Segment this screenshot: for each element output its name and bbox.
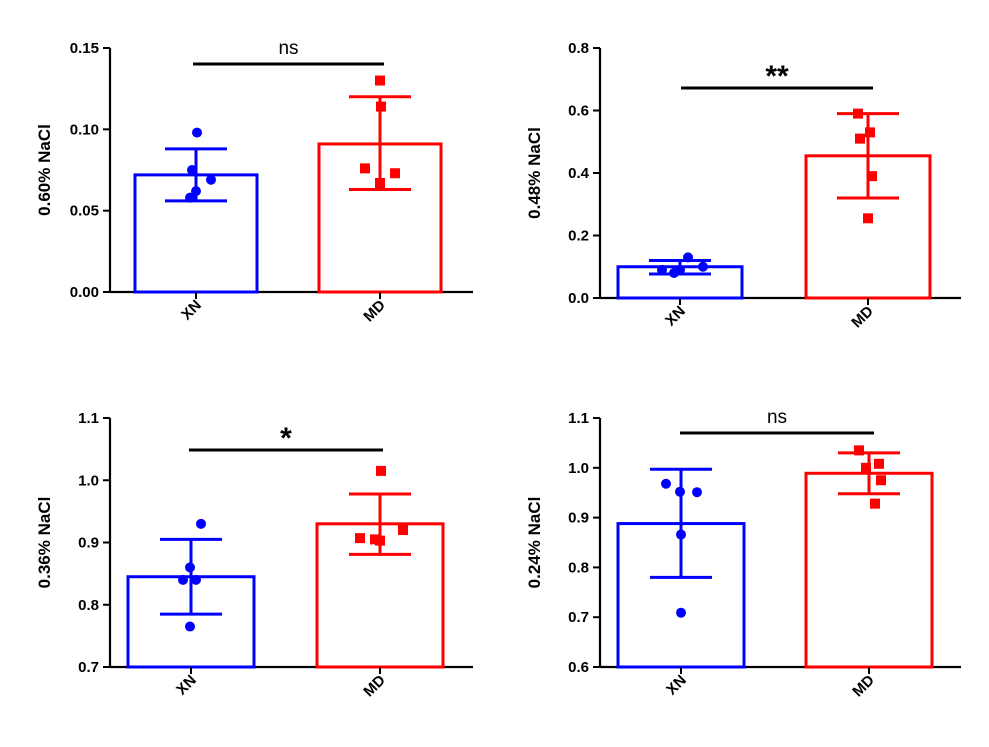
y-tick-label: 0.10 bbox=[70, 121, 99, 138]
data-point-MD bbox=[867, 171, 877, 182]
data-point-MD bbox=[390, 168, 400, 179]
significance-label: ** bbox=[765, 60, 789, 93]
data-point-XN bbox=[178, 574, 188, 585]
data-point-XN bbox=[187, 165, 197, 175]
data-point-XN bbox=[185, 562, 195, 573]
data-point-MD bbox=[398, 525, 408, 536]
data-point-MD bbox=[863, 213, 873, 224]
x-tick-label-MD: MD bbox=[848, 303, 877, 332]
data-point-MD bbox=[853, 108, 863, 119]
x-tick-label-MD: MD bbox=[360, 297, 389, 326]
y-tick-label: 0.4 bbox=[568, 165, 590, 182]
chart-panel-3: 0.7 0.8 0.9 1.0 1.1 0.36% NaCl XN MD * bbox=[35, 410, 473, 700]
y-axis-label: 0.24% NaCl bbox=[525, 497, 544, 589]
data-point-MD bbox=[876, 475, 886, 486]
y-tick-label: 0.9 bbox=[78, 535, 99, 552]
significance-label: ns bbox=[278, 38, 298, 59]
data-point-XN bbox=[185, 621, 195, 632]
data-point-XN bbox=[675, 486, 685, 497]
y-tick-label: 0.6 bbox=[568, 659, 589, 676]
y-tick-label: 0.8 bbox=[568, 559, 589, 576]
data-point-MD bbox=[865, 127, 875, 138]
y-tick-label: 0.9 bbox=[568, 510, 589, 527]
significance-label: ns bbox=[767, 407, 787, 428]
x-tick-label-XN: XN bbox=[178, 297, 205, 324]
x-tick-label-XN: XN bbox=[663, 672, 690, 699]
bar-MD bbox=[804, 471, 934, 669]
chart-panel-2: 0.0 0.2 0.4 0.6 0.8 0.48% NaCl XN MD ** bbox=[525, 40, 961, 331]
y-axis-label: 0.36% NaCl bbox=[35, 497, 54, 589]
data-point-XN bbox=[191, 186, 201, 197]
x-tick-label-MD: MD bbox=[849, 672, 878, 701]
y-tick-label: 0.7 bbox=[78, 659, 99, 676]
data-point-XN bbox=[196, 518, 206, 529]
y-tick-label: 0.7 bbox=[568, 609, 589, 626]
data-point-XN bbox=[661, 478, 671, 489]
y-tick-label: 0.6 bbox=[568, 103, 589, 120]
data-point-MD bbox=[854, 445, 864, 456]
y-axis-label: 0.60% NaCl bbox=[35, 124, 54, 216]
y-tick-label: 1.0 bbox=[568, 460, 589, 477]
y-tick-label: 0.2 bbox=[568, 228, 589, 245]
data-point-XN bbox=[676, 607, 686, 618]
data-point-XN bbox=[657, 264, 667, 275]
data-point-MD bbox=[855, 133, 865, 144]
data-point-XN bbox=[683, 252, 693, 263]
data-point-XN bbox=[185, 192, 195, 203]
data-point-MD bbox=[375, 178, 385, 189]
y-tick-label: 1.1 bbox=[78, 410, 99, 427]
y-tick-label: 0.8 bbox=[78, 597, 99, 614]
y-tick-label: 1.0 bbox=[78, 472, 99, 489]
data-point-MD bbox=[375, 535, 385, 546]
chart-panel-4: 0.6 0.7 0.8 0.9 1.0 1.1 0.24% NaCl XN MD ns bbox=[525, 407, 961, 700]
data-point-MD bbox=[376, 465, 386, 476]
x-tick-label-MD: MD bbox=[360, 672, 389, 701]
data-point-MD bbox=[360, 163, 370, 174]
significance-label: * bbox=[280, 422, 292, 455]
y-tick-label: 0.15 bbox=[70, 40, 99, 57]
y-tick-label: 0.0 bbox=[568, 290, 589, 307]
data-point-XN bbox=[206, 174, 216, 185]
x-tick-label-XN: XN bbox=[173, 672, 200, 699]
data-point-XN bbox=[698, 261, 708, 272]
data-point-MD bbox=[375, 75, 385, 86]
data-point-XN bbox=[191, 574, 201, 585]
y-tick-label: 1.1 bbox=[568, 410, 589, 427]
y-axis-label: 0.48% NaCl bbox=[525, 127, 544, 219]
data-point-XN bbox=[676, 529, 686, 540]
y-tick-label: 0.05 bbox=[70, 203, 99, 220]
data-point-MD bbox=[376, 101, 386, 112]
data-point-MD bbox=[355, 533, 365, 544]
chart-panel-1: 0.00 0.05 0.10 0.15 0.60% NaCl XN MD ns bbox=[35, 38, 473, 325]
x-tick-label-XN: XN bbox=[662, 303, 689, 330]
data-point-XN bbox=[192, 127, 202, 138]
data-point-XN bbox=[669, 268, 679, 278]
y-tick-label: 0.00 bbox=[70, 284, 99, 301]
y-tick-label: 0.8 bbox=[568, 40, 589, 57]
data-point-MD bbox=[870, 498, 880, 509]
data-point-MD bbox=[861, 462, 871, 473]
data-point-MD bbox=[874, 458, 884, 469]
data-point-XN bbox=[692, 487, 702, 498]
